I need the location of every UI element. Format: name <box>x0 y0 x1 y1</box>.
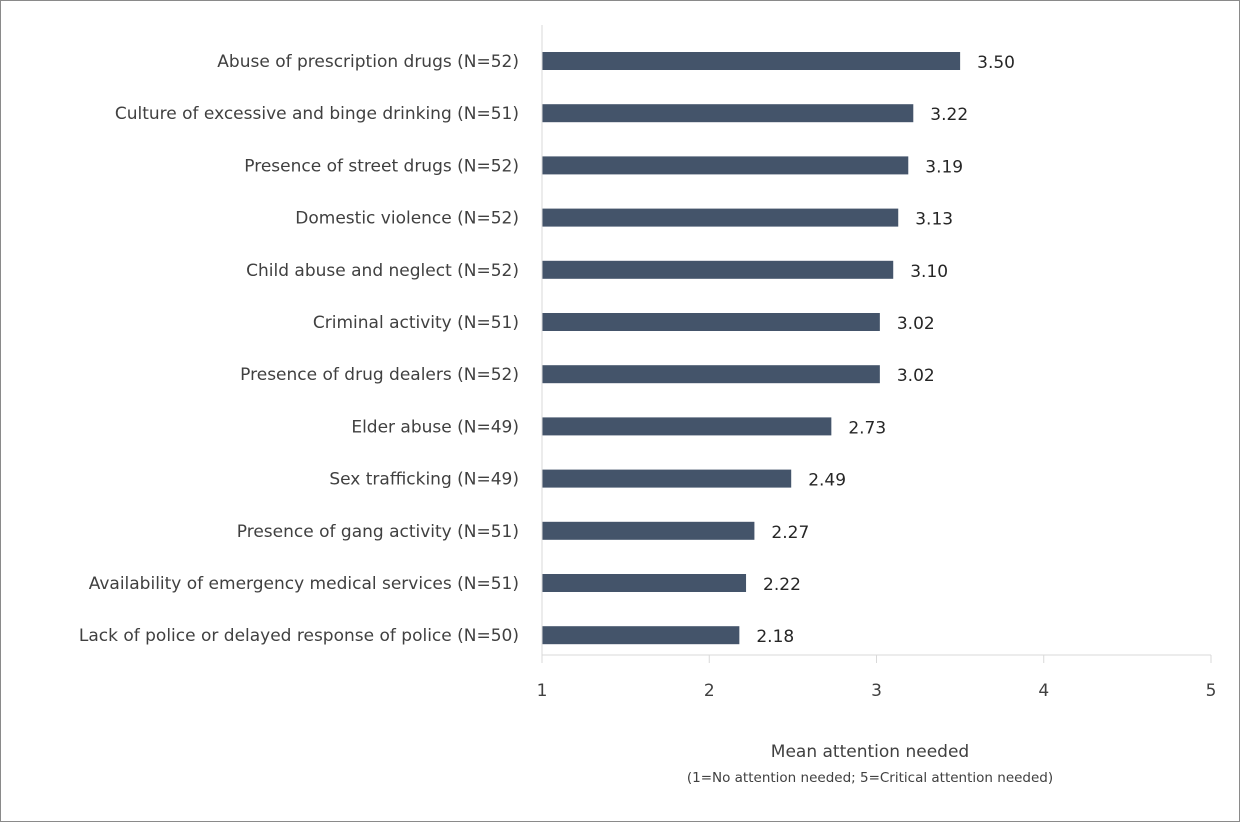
x-tick-label: 1 <box>537 681 548 701</box>
value-label: 2.18 <box>756 627 794 647</box>
value-label: 3.02 <box>897 314 935 334</box>
value-label: 3.50 <box>977 53 1015 73</box>
bar <box>542 260 894 279</box>
category-label: Elder abuse (N=49) <box>351 417 519 437</box>
x-axis-subtitle: (1=No attention needed; 5=Critical atten… <box>687 770 1053 786</box>
value-label: 3.02 <box>897 366 935 386</box>
x-tick-label: 4 <box>1038 681 1049 701</box>
x-axis-title: Mean attention needed <box>771 742 969 762</box>
value-label: 2.27 <box>771 523 809 543</box>
bar <box>542 626 740 645</box>
bar <box>542 313 880 331</box>
bar <box>542 469 792 488</box>
value-label: 3.22 <box>930 105 968 125</box>
value-label: 3.10 <box>910 262 948 282</box>
category-label: Child abuse and neglect (N=52) <box>246 261 519 281</box>
x-ticks-group: 1 2 3 4 5 <box>537 655 1217 701</box>
value-label: 3.19 <box>925 157 963 177</box>
value-label: 2.49 <box>808 471 846 491</box>
category-labels-group: Abuse of prescription drugs (N=52) Cultur… <box>79 52 519 646</box>
value-labels-group: 3.50 3.22 3.19 3.13 3.10 3.02 3.02 2.73 2.49 2.27… <box>756 53 1015 647</box>
value-label: 2.22 <box>763 575 801 595</box>
value-label: 2.73 <box>848 418 886 438</box>
bar <box>542 52 961 70</box>
bar <box>542 365 880 384</box>
category-label: Lack of police or delayed response of po… <box>79 626 519 646</box>
category-label: Domestic violence (N=52) <box>295 209 519 229</box>
category-label: Presence of gang activity (N=51) <box>237 522 519 542</box>
bars-group <box>542 52 961 645</box>
category-label: Presence of street drugs (N=52) <box>244 156 519 176</box>
bar <box>542 417 832 436</box>
bar <box>542 156 909 175</box>
x-tick-label: 3 <box>871 681 882 701</box>
category-label: Availability of emergency medical servic… <box>89 574 519 594</box>
category-label: Presence of drug dealers (N=52) <box>240 365 519 385</box>
bar <box>542 574 747 592</box>
category-label: Culture of excessive and binge drinking … <box>115 104 519 124</box>
category-label: Criminal activity (N=51) <box>313 313 519 333</box>
bar <box>542 521 755 540</box>
bar <box>542 104 914 123</box>
value-label: 3.13 <box>915 210 953 230</box>
category-label: Sex trafficking (N=49) <box>329 470 519 490</box>
x-tick-label: 5 <box>1206 681 1217 701</box>
x-tick-label: 2 <box>704 681 715 701</box>
category-label: Abuse of prescription drugs (N=52) <box>217 52 519 72</box>
bar <box>542 208 899 227</box>
